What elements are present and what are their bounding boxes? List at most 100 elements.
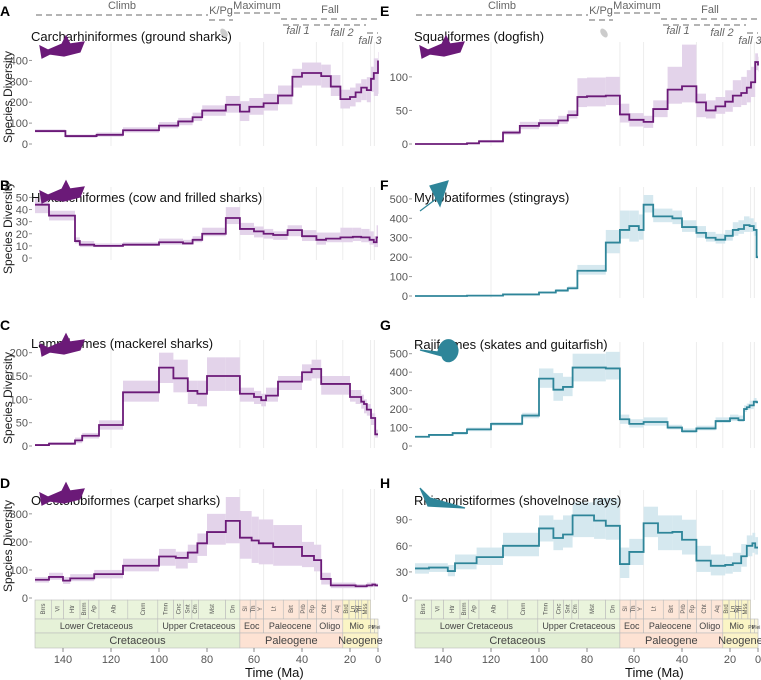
x-tick-label: 20	[344, 654, 356, 666]
y-tick-label: 40	[16, 205, 28, 217]
y-tick-label: 300	[10, 509, 28, 521]
confidence-band-segment	[563, 515, 573, 548]
mackerel-shark-icon	[39, 332, 85, 357]
y-tick-label: 100	[10, 565, 28, 577]
stage-label: Trt	[738, 605, 744, 612]
confidence-band-segment	[741, 76, 747, 106]
y-tick-label: 400	[10, 55, 28, 67]
frilled-shark-icon	[39, 179, 85, 204]
y-axis-label: Species Diversity	[1, 51, 15, 143]
stage-label: Ap	[472, 605, 478, 613]
confidence-band-segment	[732, 80, 742, 108]
panel-letter: C	[0, 317, 10, 333]
x-tick-label: 80	[201, 654, 213, 666]
stage-box	[367, 599, 371, 620]
y-tick-label: 0	[22, 441, 28, 453]
y-axis-label: Species Diversity	[1, 352, 15, 444]
climb-label: Climb	[488, 0, 516, 12]
epoch-label: Plei	[752, 625, 760, 631]
confidence-band-segment	[503, 532, 539, 557]
confidence-band-segment	[682, 44, 697, 103]
confidence-band-segment	[753, 222, 757, 236]
stage-label: Prb	[301, 604, 307, 614]
epoch-label: Mio	[729, 621, 744, 631]
geologic-timescale: Brrs Vl Htr Brrm Ap Alb Cnm Tmn Cnc Snt Cm Mst Dn Sl T…	[414, 599, 761, 680]
y-tick-label: 200	[10, 537, 28, 549]
epoch-label: Paleocene	[649, 621, 692, 631]
confidence-band-segment	[577, 78, 587, 108]
fall3-label: fall 3	[738, 35, 761, 47]
panel-letter: G	[380, 317, 391, 333]
y-tick-label: 30	[396, 567, 408, 579]
period-box	[342, 632, 379, 649]
stage-label: Brrm	[82, 603, 88, 616]
stage-label: Dn	[611, 605, 617, 613]
stage-label: Vl	[55, 606, 61, 611]
panel-title: Rhinopristiformes (shovelnose rays)	[414, 493, 621, 508]
diversity-step-line	[415, 514, 758, 572]
confidence-band-segment	[314, 544, 322, 572]
x-tick-label: 140	[434, 654, 452, 666]
panel-e: 0 50 100 E Squaliformes (dogfish)	[380, 3, 759, 151]
stage-label: Y	[258, 607, 264, 611]
stingray-icon	[419, 180, 449, 212]
epoch-label: Upper Cretaceous	[162, 621, 236, 631]
confidence-band-segment	[755, 537, 758, 555]
y-tick-label: 300	[10, 76, 28, 88]
maximum-label: Maximum	[233, 0, 281, 12]
stage-box	[747, 599, 751, 620]
confidence-band-segment	[744, 216, 750, 232]
confidence-band-segment	[187, 380, 198, 404]
confidence-band-segment	[364, 399, 367, 414]
x-tick-label: 60	[248, 654, 260, 666]
y-tick-label: 50	[16, 418, 28, 430]
panel-letter: D	[0, 475, 10, 491]
asteroid-icon	[600, 28, 608, 38]
stage-label: Brt	[669, 605, 675, 613]
y-tick-label: 50	[16, 192, 28, 204]
stage-label: Cnm	[521, 603, 527, 616]
panel-a: 0 100 200 300 400 A Carcharhiniformes (ground …	[0, 3, 379, 151]
fall-label: Fall	[321, 4, 339, 16]
stage-label: Ap	[92, 605, 98, 613]
x-tick-label: 100	[150, 654, 168, 666]
period-box	[722, 632, 759, 649]
stage-label: Cnc	[177, 604, 183, 615]
stage-label: Cht	[322, 604, 328, 614]
confidence-band-segment	[239, 511, 252, 559]
climb-label: Climb	[108, 0, 136, 12]
x-tick-label: 120	[482, 654, 500, 666]
period-label: Cretaceous	[489, 635, 546, 647]
stage-label: Brt	[289, 605, 295, 613]
x-tick-label: 40	[296, 654, 308, 666]
confidence-band-segment	[738, 415, 744, 422]
geologic-timescale: Brrs Vl Htr Brrm Ap Alb Cnm Tmn Cnc Snt Cm Mst Dn Sl T…	[34, 599, 383, 680]
confidence-band-segment	[302, 62, 322, 86]
confidence-band-segment	[605, 351, 620, 380]
y-tick-label: 60	[396, 541, 408, 553]
diversity-step-line	[35, 60, 379, 137]
confidence-band-segment	[225, 207, 240, 225]
y-tick-label: 300	[390, 233, 408, 245]
confidence-band-segment	[455, 554, 477, 570]
confidence-band-segment	[361, 79, 367, 101]
y-tick-label: 90	[396, 515, 408, 527]
y-tick-label: 100	[10, 118, 28, 130]
y-tick-label: 100	[10, 394, 28, 406]
y-tick-label: 150	[10, 371, 28, 383]
stage-label: Th	[631, 605, 637, 612]
confidence-band-segment	[696, 93, 706, 118]
confidence-band-segment	[340, 227, 353, 243]
confidence-band-segment	[738, 220, 744, 234]
confidence-band-segment	[715, 417, 730, 423]
confidence-band-segment	[321, 376, 350, 395]
confidence-band-segment	[371, 413, 376, 425]
period-label: Neogene	[338, 635, 383, 647]
stage-label: Srr	[735, 605, 741, 613]
stage-label: Snt	[566, 604, 572, 613]
stage-label: Trt	[358, 605, 364, 612]
confidence-band-segment	[638, 214, 644, 240]
confidence-band-segment	[326, 232, 341, 243]
confidence-band-segment	[749, 218, 754, 232]
